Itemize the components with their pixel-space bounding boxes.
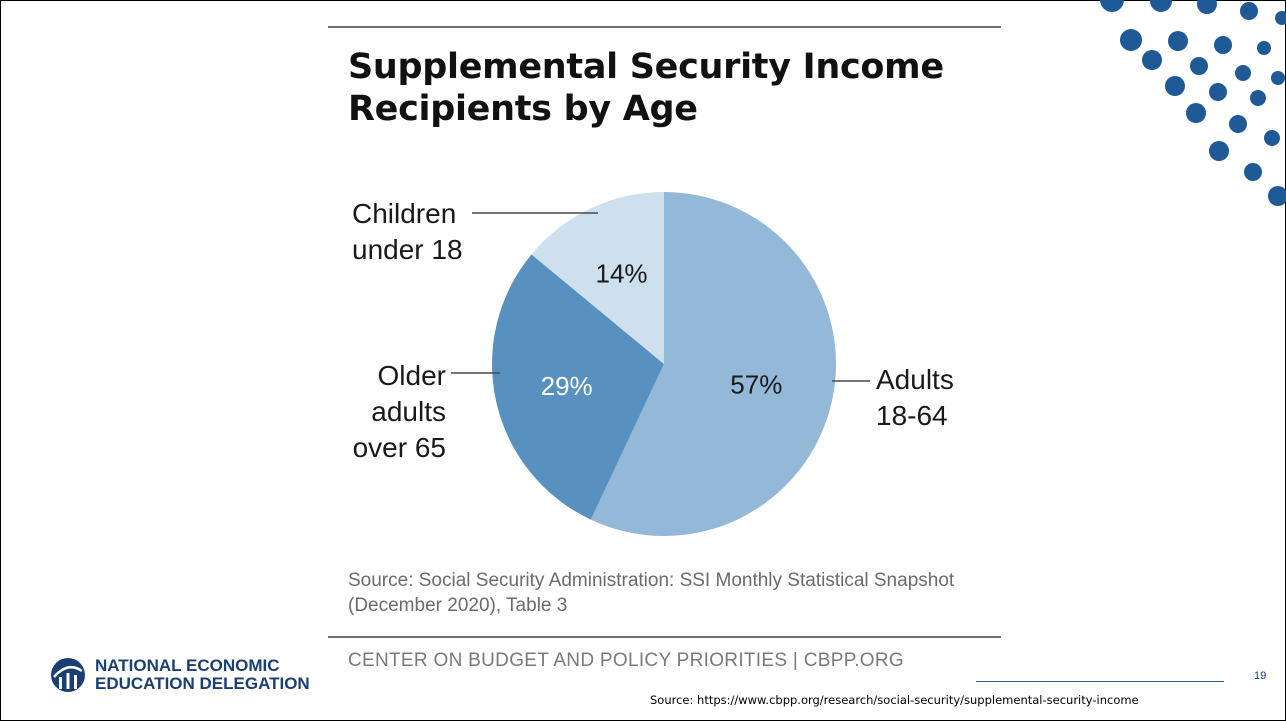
pct-label-older-adults: 29%: [541, 371, 593, 401]
legend-older-line3: over 65: [353, 432, 446, 463]
legend-older-line2: adults: [371, 396, 446, 427]
bottom-rule: [328, 636, 1001, 638]
legend-children-line2: under 18: [352, 234, 463, 265]
legend-children-line1: Children: [352, 198, 456, 229]
legend-older-line1: Older: [378, 360, 446, 391]
page-number: 19: [1254, 670, 1267, 682]
chart-source-note: Source: Social Security Administration: …: [348, 570, 955, 616]
pie-slice-children: [531, 192, 664, 364]
pct-label-children: 14%: [596, 259, 648, 289]
source-url: Source: https://www.cbpp.org/research/so…: [650, 693, 1139, 707]
org-credit: CENTER ON BUDGET AND POLICY PRIORITIES |…: [348, 650, 904, 671]
chart-title: Supplemental Security Income Recipients …: [348, 47, 944, 129]
dot-pattern-decoration: [1100, 0, 1286, 206]
logo-icon: [51, 658, 85, 692]
nebd-logo: NATIONAL ECONOMIC EDUCATION DELEGATION: [50, 657, 310, 693]
pie-slice-adults: [590, 192, 837, 537]
pct-label-adults: 57%: [730, 370, 782, 400]
legend-adults-line2: 18-64: [876, 400, 948, 431]
logo-line1: NATIONAL ECONOMIC: [95, 656, 280, 675]
logo-line2: EDUCATION DELEGATION: [95, 674, 310, 693]
footer-rule: [976, 681, 1224, 682]
logo-clip: [336, 650, 348, 694]
top-rule: [328, 26, 1001, 28]
pie-slice-older-adults: [492, 254, 664, 520]
legend-adults-line1: Adults: [876, 364, 954, 395]
